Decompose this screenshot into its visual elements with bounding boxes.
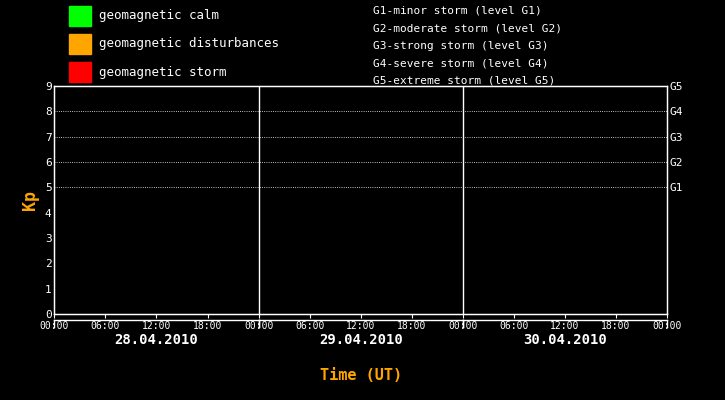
Text: geomagnetic disturbances: geomagnetic disturbances (99, 38, 279, 50)
Bar (69, 34, 91, 54)
Text: 29.04.2010: 29.04.2010 (319, 332, 402, 346)
Text: geomagnetic calm: geomagnetic calm (99, 9, 220, 22)
Y-axis label: Kp: Kp (21, 190, 39, 210)
Bar (69, 62, 91, 82)
Bar (69, 6, 91, 26)
Text: G4-severe storm (level G4): G4-severe storm (level G4) (373, 58, 549, 68)
Text: geomagnetic storm: geomagnetic storm (99, 66, 227, 79)
Text: 30.04.2010: 30.04.2010 (523, 332, 607, 346)
Text: G2-moderate storm (level G2): G2-moderate storm (level G2) (373, 23, 563, 33)
Text: Time (UT): Time (UT) (320, 368, 402, 382)
Text: 28.04.2010: 28.04.2010 (115, 332, 199, 346)
Text: G1-minor storm (level G1): G1-minor storm (level G1) (373, 6, 542, 16)
Text: G5-extreme storm (level G5): G5-extreme storm (level G5) (373, 76, 555, 86)
Text: G3-strong storm (level G3): G3-strong storm (level G3) (373, 41, 549, 51)
